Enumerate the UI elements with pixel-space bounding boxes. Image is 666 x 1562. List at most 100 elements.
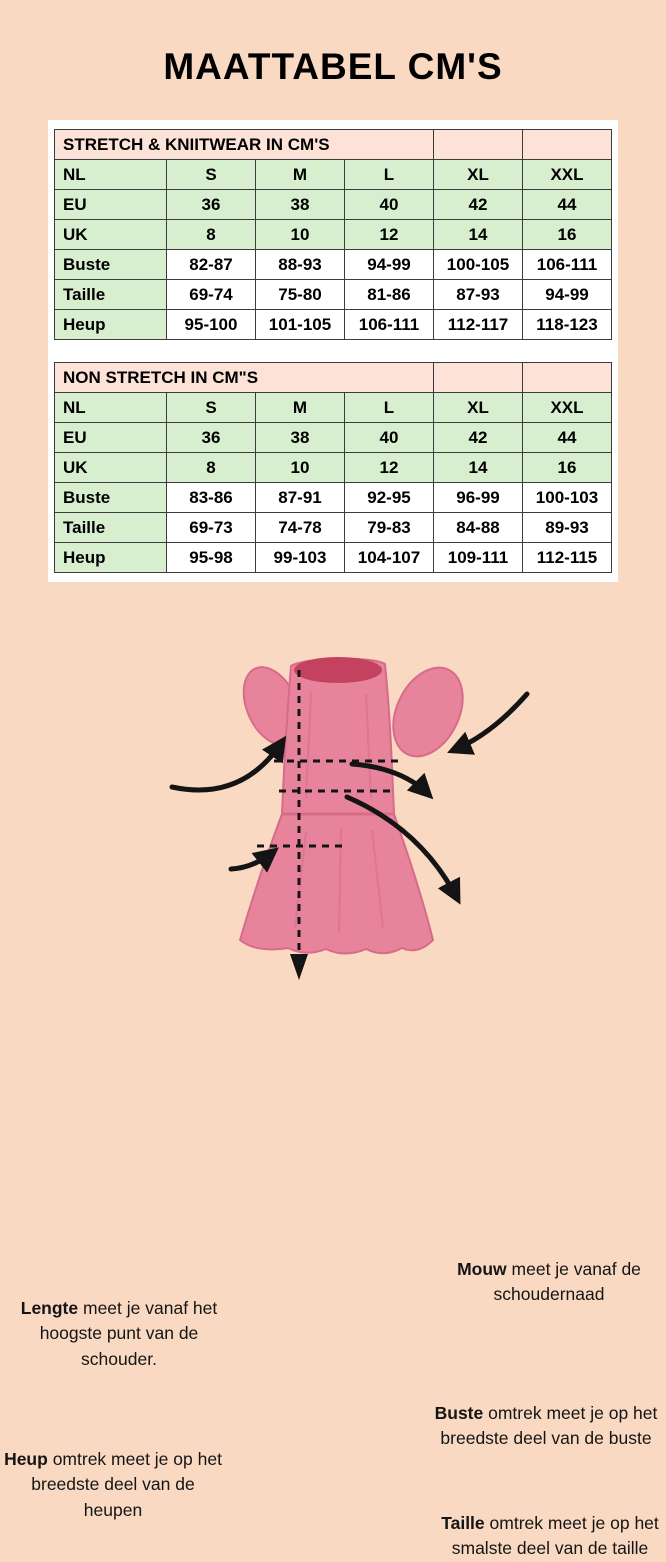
- size-cell: 82-87: [166, 249, 256, 280]
- table-row-eu: EU 36 38 40 42 44: [54, 422, 612, 453]
- arrow-buste: [349, 761, 434, 800]
- arrow-mouw: [447, 691, 530, 755]
- size-cell: 106-111: [344, 309, 434, 340]
- dress-neckline: [294, 657, 382, 683]
- table-row-heup: Heup 95-98 99-103 104-107 109-111 112-11…: [54, 542, 612, 573]
- size-cell: 99-103: [255, 542, 345, 573]
- size-cell: 100-103: [522, 482, 612, 513]
- size-cell: 38: [255, 189, 345, 220]
- table-title: STRETCH & KNIITWEAR IN CM'S: [54, 129, 434, 160]
- size-cell: 112-115: [522, 542, 612, 573]
- size-cell: 14: [433, 452, 523, 483]
- row-label: UK: [54, 219, 167, 250]
- annotation-heup: Heup omtrek meet je op het breedste deel…: [2, 1447, 224, 1523]
- row-label: NL: [54, 159, 167, 190]
- size-cell: 69-73: [166, 512, 256, 543]
- table-header-row: STRETCH & KNIITWEAR IN CM'S: [54, 129, 612, 160]
- size-cell: 83-86: [166, 482, 256, 513]
- size-cell: 40: [344, 422, 434, 453]
- size-cell: S: [166, 159, 256, 190]
- empty-cell: [433, 362, 523, 393]
- non-stretch-size-table: NON STRETCH IN CM"S NL S M L XL XXL EU 3…: [54, 362, 612, 573]
- size-cell: 14: [433, 219, 523, 250]
- size-cell: M: [255, 159, 345, 190]
- annotation-lead: Buste: [434, 1403, 484, 1423]
- size-cell: 16: [522, 219, 612, 250]
- size-cell: 75-80: [255, 279, 345, 310]
- size-cell: 8: [166, 452, 256, 483]
- dress: [238, 657, 464, 955]
- size-cell: 92-95: [344, 482, 434, 513]
- row-label: Taille: [54, 279, 167, 310]
- table-title: NON STRETCH IN CM"S: [54, 362, 434, 393]
- table-row-taille: Taille 69-73 74-78 79-83 84-88 89-93: [54, 512, 612, 543]
- size-cell: 40: [344, 189, 434, 220]
- row-label: NL: [54, 392, 167, 423]
- size-cell: 81-86: [344, 279, 434, 310]
- arrow-lengte: [169, 735, 287, 793]
- size-cell: 101-105: [255, 309, 345, 340]
- size-cell: 44: [522, 422, 612, 453]
- size-cell: S: [166, 392, 256, 423]
- row-label: UK: [54, 452, 167, 483]
- size-cell: 10: [255, 219, 345, 250]
- table-row-eu: EU 36 38 40 42 44: [54, 189, 612, 220]
- size-cell: 16: [522, 452, 612, 483]
- table-row-uk: UK 8 10 12 14 16: [54, 219, 612, 250]
- empty-cell: [522, 129, 612, 160]
- size-cell: 36: [166, 422, 256, 453]
- size-cell: 100-105: [433, 249, 523, 280]
- size-cell: 12: [344, 452, 434, 483]
- table-row-buste: Buste 82-87 88-93 94-99 100-105 106-111: [54, 249, 612, 280]
- dress-skirt: [238, 813, 435, 955]
- size-cell: 8: [166, 219, 256, 250]
- size-cell: 112-117: [433, 309, 523, 340]
- size-cell: 106-111: [522, 249, 612, 280]
- size-cell: 10: [255, 452, 345, 483]
- annotation-lead: Lengte: [20, 1298, 79, 1318]
- row-label: EU: [54, 189, 167, 220]
- table-row-uk: UK 8 10 12 14 16: [54, 452, 612, 483]
- size-cell: 95-98: [166, 542, 256, 573]
- size-cell: 38: [255, 422, 345, 453]
- row-label: EU: [54, 422, 167, 453]
- size-cell: XL: [433, 159, 523, 190]
- size-cell: 69-74: [166, 279, 256, 310]
- size-cell: 94-99: [522, 279, 612, 310]
- row-label: Heup: [54, 309, 167, 340]
- size-tables-panel: STRETCH & KNIITWEAR IN CM'S NL S M L XL …: [48, 120, 618, 582]
- size-cell: 87-91: [255, 482, 345, 513]
- annotation-buste: Buste omtrek meet je op het breedste dee…: [432, 1401, 660, 1452]
- row-label: Taille: [54, 512, 167, 543]
- size-cell: L: [344, 392, 434, 423]
- page-title: MAATTABEL CM'S: [163, 46, 503, 87]
- size-cell: 88-93: [255, 249, 345, 280]
- length-arrowhead: [290, 954, 308, 980]
- size-cell: 89-93: [522, 512, 612, 543]
- size-cell: 44: [522, 189, 612, 220]
- annotation-lengte: Lengte meet je vanaf het hoogste punt va…: [8, 1296, 230, 1372]
- size-cell: L: [344, 159, 434, 190]
- table-row-nl: NL S M L XL XXL: [54, 392, 612, 423]
- size-cell: XXL: [522, 392, 612, 423]
- annotation-lead: Taille: [441, 1513, 485, 1533]
- size-cell: 96-99: [433, 482, 523, 513]
- size-cell: 74-78: [255, 512, 345, 543]
- size-cell: 36: [166, 189, 256, 220]
- annotation-text: omtrek meet je op het breedste deel van …: [31, 1449, 222, 1520]
- size-cell: 109-111: [433, 542, 523, 573]
- annotation-taille: Taille omtrek meet je op het smalste dee…: [436, 1511, 664, 1562]
- measurement-diagram: Lengte meet je vanaf het hoogste punt va…: [0, 620, 666, 1558]
- size-cell: 42: [433, 422, 523, 453]
- stretch-size-table: STRETCH & KNIITWEAR IN CM'S NL S M L XL …: [54, 129, 612, 340]
- row-label: Buste: [54, 482, 167, 513]
- empty-cell: [433, 129, 523, 160]
- size-cell: 87-93: [433, 279, 523, 310]
- size-cell: 12: [344, 219, 434, 250]
- annotation-lead: Mouw: [457, 1259, 507, 1279]
- row-label: Heup: [54, 542, 167, 573]
- size-cell: 94-99: [344, 249, 434, 280]
- size-cell: XL: [433, 392, 523, 423]
- size-cell: 104-107: [344, 542, 434, 573]
- row-label: Buste: [54, 249, 167, 280]
